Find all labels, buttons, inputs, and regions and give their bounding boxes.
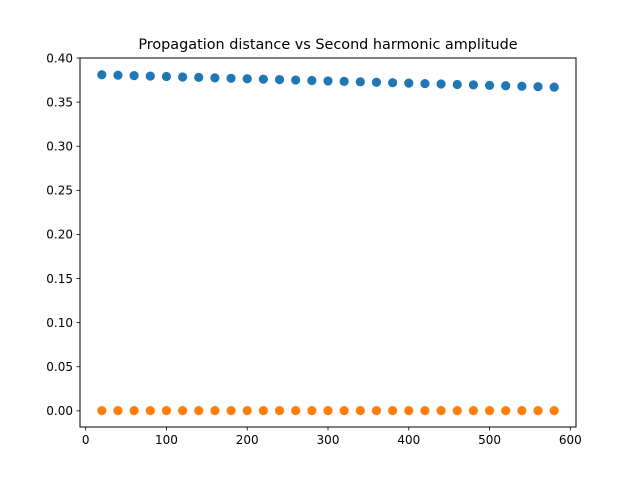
data-point [371, 77, 382, 87]
x-tick-label: 100 [155, 433, 178, 447]
data-point [307, 75, 317, 86]
data-point [533, 405, 543, 416]
data-point [307, 405, 317, 416]
data-point [129, 71, 139, 81]
data-point [468, 405, 479, 416]
data-point [436, 79, 446, 89]
data-point [258, 405, 268, 416]
data-point [420, 78, 430, 89]
data-point [371, 405, 382, 416]
data-point [177, 72, 188, 82]
data-point [274, 75, 285, 85]
x-tick-label: 500 [478, 433, 501, 447]
data-point [533, 82, 543, 92]
data-point [549, 82, 559, 92]
data-point [145, 71, 155, 81]
data-point [161, 405, 172, 416]
data-point [291, 75, 301, 85]
data-point [161, 71, 172, 82]
data-point [404, 78, 414, 88]
y-tick-label: 0.25 [46, 184, 73, 198]
data-point [517, 405, 527, 416]
y-tick-label: 0.35 [46, 95, 73, 109]
data-point [145, 405, 155, 416]
data-point [226, 405, 236, 416]
data-point [339, 76, 349, 86]
data-point [501, 81, 511, 91]
y-tick-label: 0.40 [46, 51, 73, 65]
data-point [258, 74, 268, 84]
data-point [291, 405, 301, 416]
data-point [388, 78, 398, 88]
data-point [97, 405, 107, 416]
y-tick-label: 0.00 [46, 404, 73, 418]
x-tick-label: 400 [397, 433, 420, 447]
data-point [339, 405, 349, 416]
data-point [177, 405, 188, 416]
data-point [113, 70, 123, 80]
data-point [468, 80, 479, 90]
x-tick-label: 300 [317, 433, 340, 447]
data-point [194, 72, 204, 83]
y-tick-label: 0.15 [46, 272, 73, 286]
data-point [484, 405, 495, 416]
data-point [355, 405, 365, 416]
x-axis: 0 100 200 300 400 500 600 [82, 427, 582, 447]
series-1-points [97, 70, 559, 92]
data-point [323, 76, 333, 86]
series-2-points [97, 405, 559, 416]
data-points [97, 70, 559, 416]
x-tick-label: 600 [559, 433, 582, 447]
data-point [129, 405, 139, 416]
data-point [210, 405, 220, 416]
x-tick-label: 0 [82, 433, 90, 447]
data-point [113, 405, 123, 416]
data-point [97, 70, 107, 80]
data-point [404, 405, 414, 416]
data-point [274, 405, 285, 416]
data-point [194, 405, 204, 416]
data-point [210, 73, 220, 83]
axes-frame [79, 57, 577, 428]
y-tick-label: 0.05 [46, 360, 73, 374]
x-tick-label: 200 [236, 433, 259, 447]
data-point [517, 81, 527, 91]
data-point [388, 405, 398, 416]
data-point [452, 405, 462, 416]
data-point [484, 80, 495, 90]
chart-title: Propagation distance vs Second harmonic … [138, 37, 517, 53]
y-axis: 0.00 0.05 0.10 0.15 0.20 0.25 0.30 0.35 0.40 [46, 51, 80, 418]
data-point [501, 405, 511, 416]
data-point [452, 79, 462, 90]
data-point [355, 77, 365, 87]
data-point [242, 74, 252, 84]
data-point [323, 405, 333, 416]
y-tick-label: 0.20 [46, 228, 73, 242]
data-point [436, 405, 446, 416]
data-point [549, 405, 559, 416]
y-tick-label: 0.30 [46, 140, 73, 154]
data-point [226, 73, 236, 83]
y-tick-label: 0.10 [46, 316, 73, 330]
data-point [242, 405, 252, 416]
data-point [420, 405, 430, 416]
